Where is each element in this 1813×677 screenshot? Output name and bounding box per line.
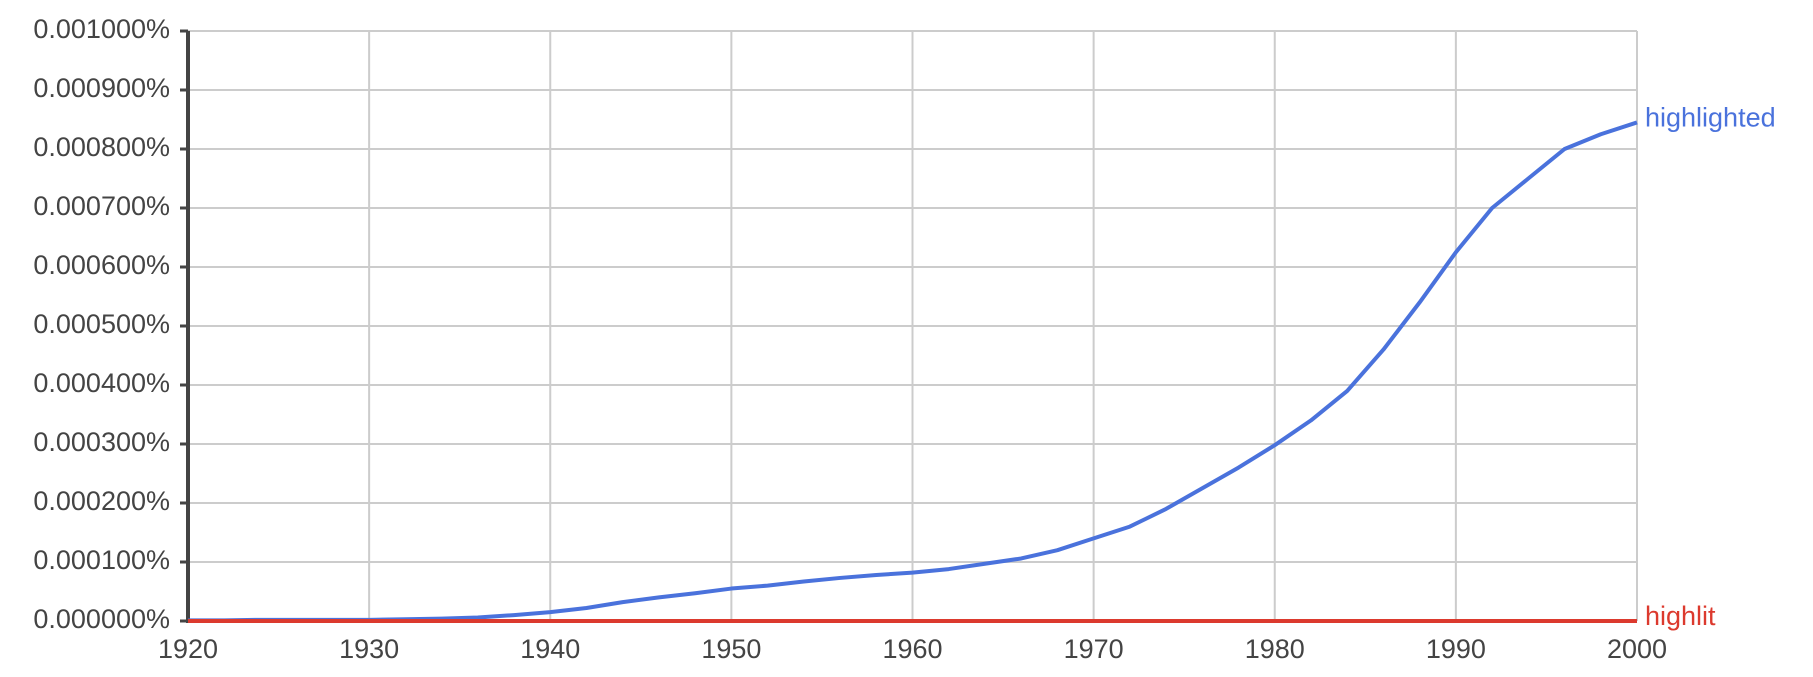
y-tick-label: 0.000600% — [33, 250, 170, 280]
y-tick-label: 0.000200% — [33, 486, 170, 516]
series-label: highlit — [1645, 601, 1716, 631]
x-tick-label: 2000 — [1607, 634, 1667, 664]
x-tick-label: 1920 — [158, 634, 218, 664]
series-line — [188, 120, 1638, 623]
x-tick-label: 1980 — [1245, 634, 1305, 664]
x-tick-label: 1970 — [1064, 634, 1124, 664]
y-tick-label: 0.001000% — [33, 14, 170, 44]
y-tick-label: 0.000500% — [33, 309, 170, 339]
y-tick-label: 0.000800% — [33, 132, 170, 162]
series-label: highlighted — [1645, 103, 1776, 133]
y-tick-label: 0.000300% — [33, 427, 170, 457]
x-tick-label: 1950 — [701, 634, 761, 664]
x-tick-label: 1960 — [882, 634, 942, 664]
x-tick-label: 1930 — [339, 634, 399, 664]
y-tick-label: 0.000100% — [33, 545, 170, 575]
y-tick-label: 0.000900% — [33, 73, 170, 103]
y-tick-label: 0.000000% — [33, 604, 170, 634]
x-tick-label: 1990 — [1426, 634, 1486, 664]
y-tick-label: 0.000400% — [33, 368, 170, 398]
x-tick-label: 1940 — [520, 634, 580, 664]
y-tick-label: 0.000700% — [33, 191, 170, 221]
